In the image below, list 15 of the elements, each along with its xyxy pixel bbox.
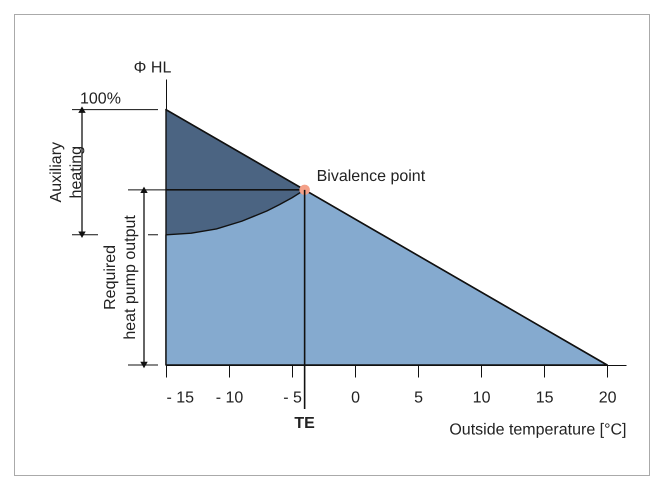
x-tick-label: - 15 bbox=[166, 390, 194, 406]
annotation: TE bbox=[294, 415, 316, 432]
text: 100% bbox=[80, 90, 121, 108]
x-tick-label: 10 bbox=[472, 390, 491, 406]
x-tick-label: - 5 bbox=[283, 390, 302, 406]
text: Required heat pump output bbox=[102, 214, 139, 340]
x-tick-label: - 10 bbox=[216, 390, 244, 406]
x-tick-label: 15 bbox=[536, 390, 554, 406]
text: Auxiliary heating bbox=[48, 142, 85, 202]
annotation: Bivalence point bbox=[316, 168, 426, 185]
x-tick-label: 5 bbox=[414, 390, 424, 406]
x-axis-title: Outside temperature [°C] bbox=[449, 422, 626, 438]
y-axis-title: Φ HL bbox=[134, 60, 172, 76]
x-tick-label: 0 bbox=[351, 390, 360, 406]
x-tick-label: 20 bbox=[598, 390, 617, 406]
